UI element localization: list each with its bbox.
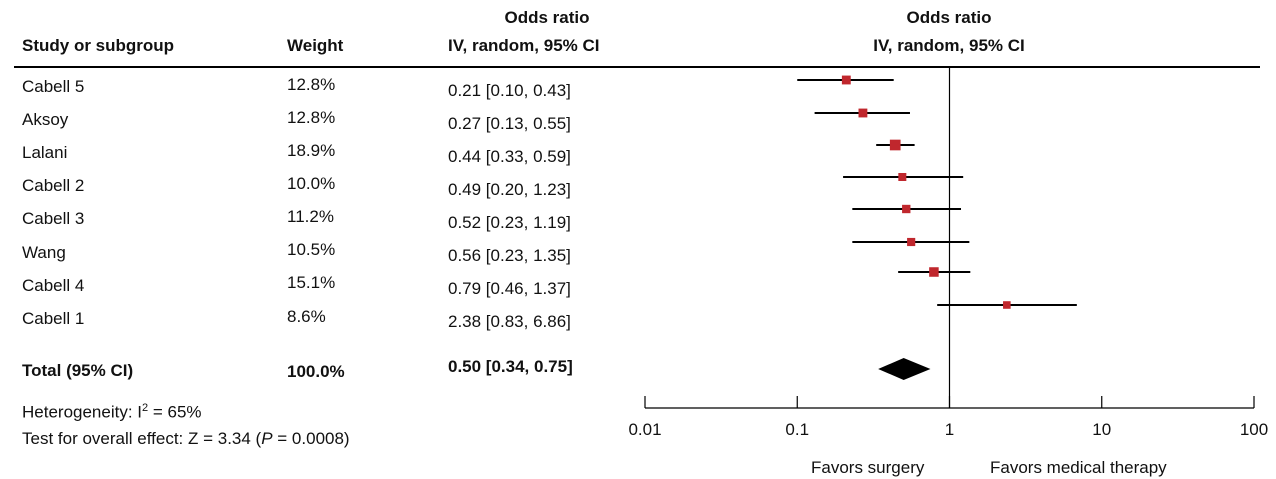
study-weight: 18.9% — [287, 141, 336, 160]
or-marker — [929, 267, 939, 277]
study-ci-text: 0.27 [0.13, 0.55] — [448, 114, 571, 133]
total-name: Total (95% CI) — [22, 361, 134, 380]
header-or-title-table: Odds ratio — [504, 8, 590, 27]
study-name: Aksoy — [22, 110, 69, 129]
x-tick-label: 10 — [1092, 420, 1111, 439]
or-marker — [889, 139, 901, 151]
study-weight: 10.0% — [287, 174, 336, 193]
total-weight: 100.0% — [287, 362, 345, 381]
study-ci-text: 0.56 [0.23, 1.35] — [448, 246, 571, 265]
or-marker — [902, 204, 911, 214]
study-name: Cabell 1 — [22, 309, 85, 328]
x-tick-label: 100 — [1240, 420, 1268, 439]
study-name: Cabell 2 — [22, 176, 85, 195]
heterogeneity-text: Heterogeneity: I2 = 65% — [22, 402, 202, 422]
study-weight: 12.8% — [287, 75, 336, 94]
x-tick-label: 0.01 — [628, 420, 661, 439]
study-weight: 8.6% — [287, 307, 326, 326]
overall-effect-text: Test for overall effect: Z = 3.34 (P = 0… — [22, 429, 350, 448]
study-name: Cabell 4 — [22, 276, 85, 295]
study-ci-text: 2.38 [0.83, 6.86] — [448, 312, 571, 331]
study-weight: 11.2% — [287, 207, 334, 226]
header-weight: Weight — [287, 36, 344, 55]
header-divider — [14, 66, 1260, 68]
study-weight: 10.5% — [287, 240, 336, 259]
favors-right-label: Favors medical therapy — [990, 458, 1167, 477]
x-tick-label: 1 — [945, 420, 954, 439]
or-marker — [858, 108, 868, 118]
study-weight: 15.1% — [287, 273, 336, 292]
header-or-sub-table: IV, random, 95% CI — [448, 36, 600, 55]
study-ci-text: 0.21 [0.10, 0.43] — [448, 81, 571, 100]
pooled-diamond — [878, 358, 931, 380]
or-marker — [1003, 301, 1011, 309]
or-marker — [907, 237, 916, 247]
study-name: Cabell 3 — [22, 209, 85, 228]
study-name: Cabell 5 — [22, 77, 85, 96]
study-ci-text: 0.49 [0.20, 1.23] — [448, 180, 571, 199]
favors-left-label: Favors surgery — [811, 458, 925, 477]
study-ci-text: 0.44 [0.33, 0.59] — [448, 147, 571, 166]
or-marker — [841, 75, 851, 85]
total-ci-text: 0.50 [0.34, 0.75] — [448, 357, 573, 376]
study-ci-text: 0.52 [0.23, 1.19] — [448, 213, 571, 232]
x-tick-label: 0.1 — [785, 420, 809, 439]
study-name: Wang — [22, 243, 66, 262]
study-name: Lalani — [22, 143, 68, 162]
study-ci-text: 0.79 [0.46, 1.37] — [448, 279, 571, 298]
header-or-title-plot: Odds ratio — [906, 8, 992, 27]
header-or-sub-plot: IV, random, 95% CI — [873, 36, 1025, 55]
study-weight: 12.8% — [287, 108, 336, 127]
or-marker — [898, 173, 907, 181]
header-study: Study or subgroup — [22, 36, 175, 55]
